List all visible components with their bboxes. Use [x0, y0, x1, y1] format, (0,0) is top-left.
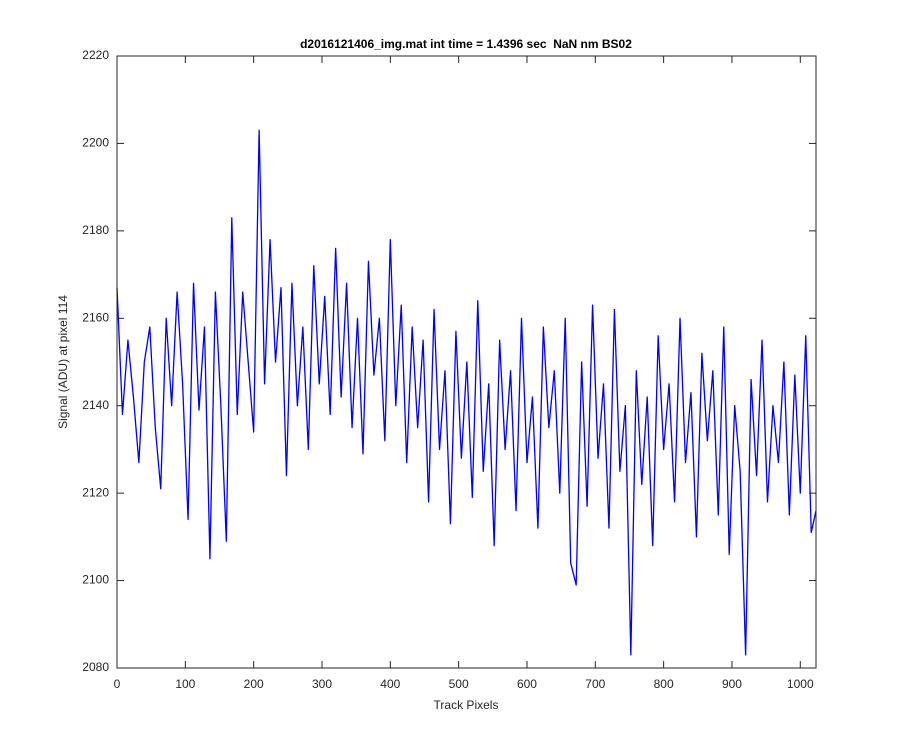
plot-frame [116, 55, 817, 669]
x-tick-label: 100 [175, 677, 195, 691]
chart-title: d2016121406_img.mat int time = 1.4396 se… [300, 37, 632, 51]
x-tick-label: 400 [380, 677, 400, 691]
y-tick-label: 2160 [82, 310, 109, 324]
y-tick-label: 2140 [82, 398, 109, 412]
y-tick-label: 2080 [82, 660, 109, 674]
x-tick-label: 700 [585, 677, 605, 691]
x-tick-label: 200 [244, 677, 264, 691]
y-tick-label: 2100 [82, 573, 109, 587]
x-tick-label: 600 [517, 677, 537, 691]
data-line [116, 129, 817, 656]
y-tick-label: 2180 [82, 223, 109, 237]
x-tick-label: 500 [449, 677, 469, 691]
x-axis-label: Track Pixels [434, 698, 499, 712]
x-tick-label: 300 [312, 677, 332, 691]
x-tick-label: 0 [114, 677, 121, 691]
x-tick-label: 900 [722, 677, 742, 691]
y-tick-label: 2220 [82, 48, 109, 62]
x-tick-label: 1000 [787, 677, 814, 691]
x-tick-label: 800 [654, 677, 674, 691]
y-tick-label: 2200 [82, 136, 109, 150]
y-tick-label: 2120 [82, 485, 109, 499]
y-axis-label: Signal (ADU) at pixel 114 [56, 295, 70, 429]
